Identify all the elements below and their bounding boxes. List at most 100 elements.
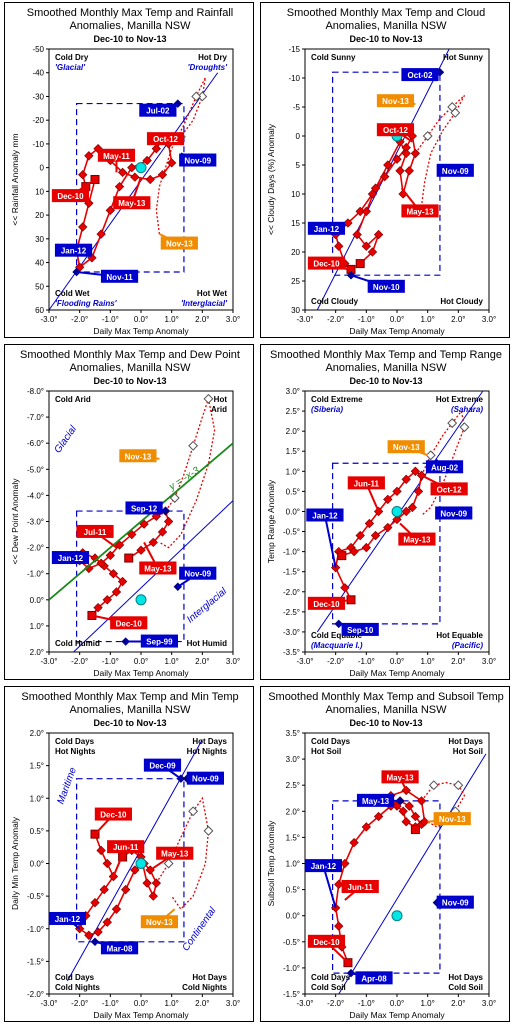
callout-label: Oct-12 [153, 135, 178, 144]
chart-plot: -3.0° -2.0° -1.0° 0.0° 1.0° 2.0° 3.0°-3.5°-3.0… [266, 387, 496, 678]
data-point [401, 474, 411, 485]
callout-box [119, 449, 157, 463]
y-tick-label: 1.5° [30, 762, 44, 771]
y-axis-label: << Dew Point Anomaly [10, 478, 20, 565]
callout-box [179, 566, 217, 580]
data-point [383, 522, 393, 533]
hollow-point [425, 450, 436, 461]
callout-label: Dec-09 [149, 762, 176, 771]
y-tick-label: 50 [35, 282, 44, 291]
callout-box [125, 501, 163, 515]
data-point [334, 879, 344, 890]
callout-box [48, 911, 86, 925]
origin-marker [391, 910, 403, 922]
corner-label-bottom-right: Hot Days [448, 973, 483, 982]
chart-panel-cloud: Smoothed Monthly Max Temp and Cloud Anom… [260, 2, 510, 338]
callout-box [100, 269, 139, 283]
callout-label: Nov-13 [166, 240, 193, 249]
data-point [96, 558, 106, 568]
data-point [373, 229, 384, 240]
y-tick-label: -1.0° [27, 570, 44, 579]
corner-label-bottom-left: Cold Soil [311, 983, 346, 992]
y-tick-label: 1.0° [30, 622, 44, 631]
extreme-point [90, 937, 100, 947]
data-point [401, 817, 411, 827]
x-tick-label: -1.0° [358, 315, 375, 324]
callout-label: May-13 [403, 536, 431, 545]
data-point [84, 930, 94, 940]
y-tick-label: -0.5° [283, 528, 300, 537]
y-tick-label: -3.0° [283, 628, 300, 637]
corner-label-bottom-right: Cold Nights [182, 983, 227, 992]
data-point [151, 143, 162, 154]
corner-label-top-right: Hot Nights [187, 747, 228, 756]
corner-label-top-right: Hot Sunny [443, 53, 484, 62]
y-tick-label: 1.0° [30, 794, 44, 803]
y-tick-label: 0 [296, 132, 301, 141]
callout-label: Nov-09 [442, 167, 469, 176]
chart-panel-temprange: Smoothed Monthly Max Temp and Temp Range… [260, 344, 510, 680]
x-tick-label: 3.0° [226, 657, 240, 666]
callout-label: Jan-12 [58, 554, 84, 563]
chart-plot: -3.0° -2.0° -1.0° 0.0° 1.0° 2.0° 3.0° -15 -10 -5 0… [266, 45, 496, 336]
y-tick-label: 2.0° [286, 427, 300, 436]
y-tick-label: 20 [35, 211, 44, 220]
callout-label: Jan-12 [312, 511, 338, 520]
callout-label: Aug-02 [431, 463, 459, 472]
y-tick-label: -15 [288, 45, 300, 54]
y-tick-label: 0.5° [286, 487, 300, 496]
y-axis-label: Daily Min Temp Anomaly [10, 816, 20, 910]
x-tick-label: 0.0° [134, 315, 148, 324]
callout-box [306, 508, 344, 522]
hollow-point [203, 393, 214, 404]
data-point [96, 229, 106, 239]
y-axis-label: Subsoil Temp Anomaly [266, 820, 276, 907]
callout-box [433, 812, 471, 826]
corner-label-bottom-left: 'Flooding Rains' [55, 299, 118, 308]
callout-label: May-13 [144, 564, 172, 573]
callout-box [51, 551, 90, 565]
y-tick-label: -1.5° [27, 957, 44, 966]
x-tick-label: -3.0° [41, 315, 58, 324]
callout-box [398, 532, 436, 546]
data-point [349, 546, 359, 557]
x-tick-label: 2.0° [195, 657, 209, 666]
y-tick-label: 10 [291, 190, 300, 199]
data-point [383, 160, 393, 170]
data-point [373, 506, 384, 517]
data-point [157, 170, 168, 180]
corner-label-bottom-right: 'Interglacial' [181, 299, 228, 308]
chart-title: Smoothed Monthly Max Temp and Dew Point … [20, 349, 240, 374]
x-tick-label: -1.0° [102, 657, 119, 666]
chart-panel-subsoil: Smoothed Monthly Max Temp and Subsoil Te… [260, 686, 510, 1022]
callout-box [160, 236, 198, 250]
y-tick-label: -1.0° [283, 548, 300, 557]
callout-box [307, 221, 346, 235]
data-point [151, 878, 162, 888]
corner-label-top-right: Hot Days [448, 737, 483, 746]
data-point [111, 587, 122, 597]
data-point [127, 162, 137, 173]
chart-panel-dewpoint: Smoothed Monthly Max Temp and Dew Point … [4, 344, 254, 680]
y-tick-label: 25 [291, 277, 300, 286]
data-point [410, 811, 421, 822]
x-tick-label: -2.0° [327, 999, 344, 1008]
x-axis-label: Daily Max Temp Anomaly [93, 668, 189, 678]
y-tick-label: -2.0° [27, 990, 44, 999]
chart-subtitle: Dec-10 to Nov-13 [93, 718, 167, 728]
x-tick-label: 1.0° [421, 315, 435, 324]
data-point [78, 222, 88, 232]
y-tick-label: 1.5° [286, 833, 300, 842]
corner-label-bottom-right: Hot Days [192, 973, 227, 982]
callout-label: Sep-99 [146, 638, 173, 647]
y-tick-label: 60 [35, 306, 44, 315]
corner-label-bottom-right: Hot Humid [187, 639, 228, 648]
callout-box [401, 204, 439, 218]
data-point [130, 865, 140, 875]
y-tick-label: -1.0° [27, 925, 44, 934]
series-line [334, 470, 423, 601]
x-tick-label: 1.0° [165, 999, 179, 1008]
chart-title: Smoothed Monthly Max Temp and Rainfall A… [26, 7, 234, 32]
x-tick-label: 3.0° [482, 657, 496, 666]
x-tick-label: 0.0° [390, 999, 404, 1008]
